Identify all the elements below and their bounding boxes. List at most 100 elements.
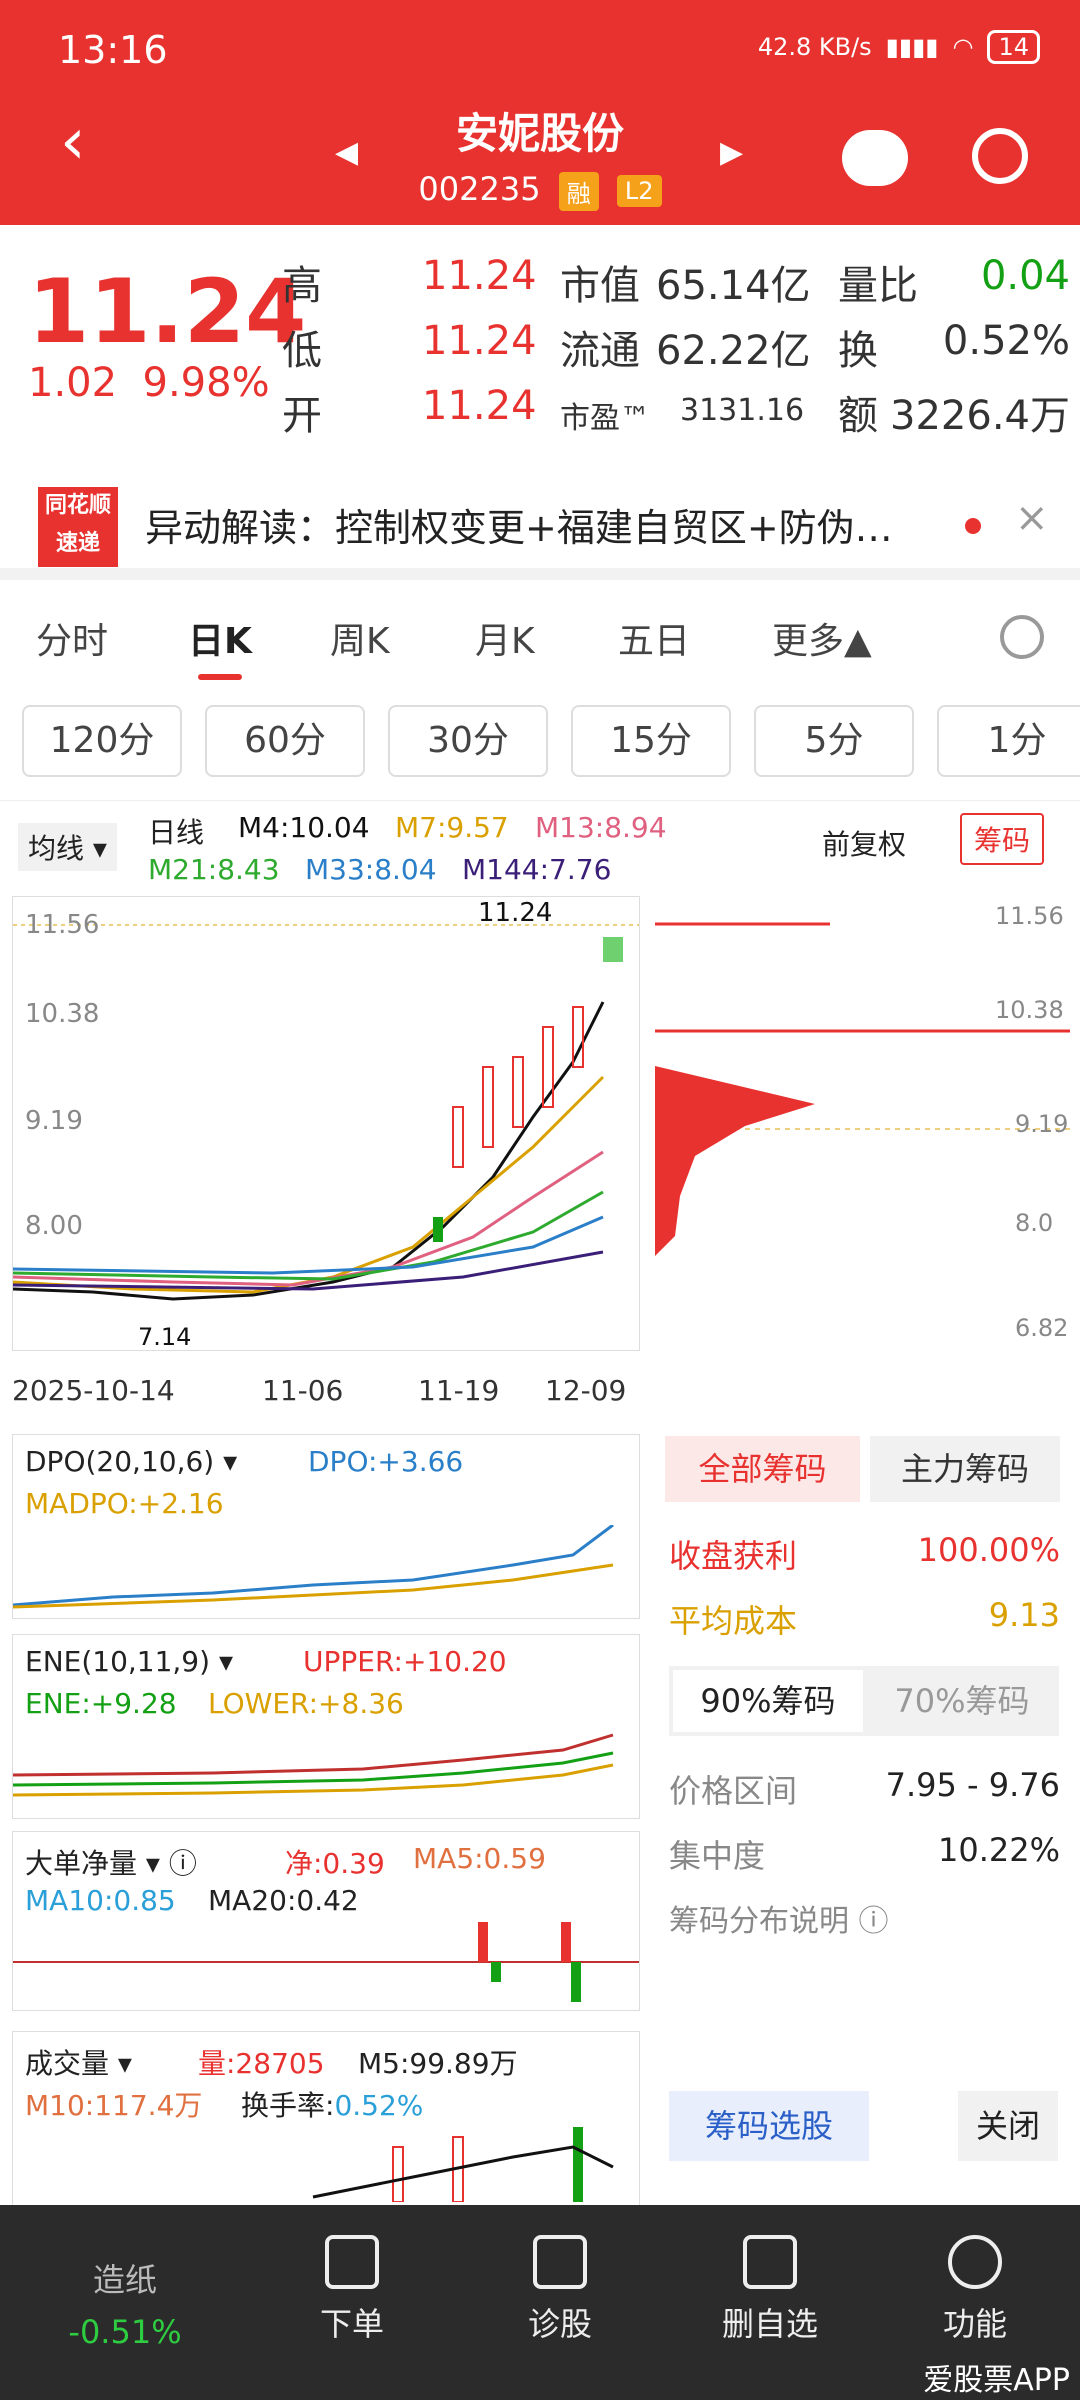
cost-value: 9.13: [988, 1596, 1060, 1634]
turn-label: 换: [838, 328, 878, 374]
ddjl-panel[interactable]: 大单净量 ▾ ⓘ 净:0.39 MA5:0.59 MA10:0.85 MA20:…: [12, 1831, 640, 2011]
dpo-panel[interactable]: DPO(20,10,6) ▾ DPO:+3.66 MADPO:+2.16: [12, 1434, 640, 1619]
float-label: 流通: [560, 328, 640, 374]
back-button[interactable]: ‹: [60, 105, 86, 179]
high-value: 11.24: [422, 253, 537, 299]
chip-button[interactable]: 筹码: [960, 813, 1045, 865]
ene-name[interactable]: ENE(10,11,9) ▾: [25, 1645, 234, 1678]
amt-value: 3226.4万: [890, 393, 1070, 439]
period-15[interactable]: 15分: [571, 705, 731, 777]
chip-70-button[interactable]: 70%筹码: [894, 1682, 1030, 1720]
cost-label: 平均成本: [669, 1602, 798, 1640]
range-label: 价格区间: [669, 1772, 798, 1810]
volume-panel[interactable]: 成交量 ▾ 量:28705 M5:99.89万 M10:117.4万 换手率:0…: [12, 2031, 640, 2206]
m4-label: M4:10.04: [238, 811, 370, 844]
pe-value: 3131.16: [680, 393, 805, 428]
period-120[interactable]: 120分: [22, 705, 182, 777]
m33-label: M33:8.04: [305, 853, 437, 886]
chart-tabs: 分时 日K 周K 月K 五日 更多▲: [0, 590, 1080, 690]
ma-dropdown[interactable]: 均线 ▾: [18, 823, 117, 871]
period-1[interactable]: 1分: [937, 705, 1080, 777]
y-axis-label: 10.38: [25, 999, 99, 1029]
fuquan-button[interactable]: 前复权: [822, 828, 907, 861]
dpo-value: DPO:+3.66: [308, 1445, 464, 1478]
robot-icon[interactable]: [842, 130, 908, 186]
ene-svg: [13, 1733, 614, 1797]
chip-stats: 全部筹码 主力筹码 收盘获利 100.00% 平均成本 9.13 90%筹码 7…: [655, 1426, 1070, 2186]
vr-value: 0.04: [980, 253, 1070, 299]
m144-label: M144:7.76: [462, 853, 612, 886]
period-60[interactable]: 60分: [205, 705, 365, 777]
ene-value: ENE:+9.28: [25, 1687, 177, 1720]
order-button[interactable]: 下单: [282, 2235, 422, 2345]
high-label: 高: [282, 263, 322, 309]
vol-m5: M5:99.89万: [358, 2047, 518, 2080]
chip-help-link[interactable]: 筹码分布说明 ⓘ: [669, 1904, 889, 1939]
chip-tab-main[interactable]: 主力筹码: [870, 1436, 1060, 1502]
battery-icon: 14: [987, 30, 1040, 64]
margin-tag: 融: [558, 171, 599, 211]
chip-90-button[interactable]: 90%筹码: [673, 1670, 863, 1732]
stock-title: 安妮股份: [455, 109, 624, 158]
kline-panel[interactable]: 11.56 10.38 9.19 8.00 11.24 7.14: [12, 896, 640, 1351]
high-marker: 11.24: [478, 898, 552, 928]
hsl-row: 换手率:0.52%: [241, 2089, 424, 2122]
ddjl-ma5: MA5:0.59: [413, 1842, 546, 1875]
m21-label: M21:8.43: [148, 853, 280, 886]
period-30[interactable]: 30分: [388, 705, 548, 777]
ene-upper: UPPER:+10.20: [303, 1645, 507, 1678]
date-label: 11-06: [262, 1374, 344, 1407]
ddjl-net: 净:0.39: [285, 1847, 385, 1880]
date-label: 12-09: [545, 1374, 627, 1407]
mcap-label: 市值: [560, 263, 640, 309]
tab-monthly-k[interactable]: 月K: [475, 621, 535, 662]
y-axis-label: 11.56: [25, 910, 99, 940]
banner-text: 异动解读：控制权变更+福建自贸区+防伪…: [145, 506, 893, 550]
mcap-value: 65.14亿: [656, 263, 811, 309]
tab-weekly-k[interactable]: 周K: [330, 621, 390, 662]
chip-pick-button[interactable]: 筹码选股: [669, 2091, 869, 2161]
vr-label: 量比: [838, 263, 918, 309]
vol-name[interactable]: 成交量 ▾: [25, 2047, 132, 2080]
net-speed: 42.8 KB/s: [757, 33, 872, 61]
close-icon[interactable]: ×: [1015, 495, 1049, 541]
dpo-name[interactable]: DPO(20,10,6) ▾: [25, 1445, 238, 1478]
tab-fenshi[interactable]: 分时: [36, 621, 109, 662]
stock-code-row: 002235 融 L2: [0, 170, 1080, 211]
ene-panel[interactable]: ENE(10,11,9) ▾ UPPER:+10.20 ENE:+9.28 LO…: [12, 1634, 640, 1819]
function-button[interactable]: 功能: [905, 2235, 1045, 2345]
tab-more[interactable]: 更多▲: [772, 621, 872, 662]
dpo-svg: [13, 1525, 614, 1609]
quote-panel: 11.24 1.02 9.98% 高 11.24 低 11.24 开 11.24…: [0, 225, 1080, 450]
vol-svg: [312, 2127, 614, 2202]
tab-daily-k[interactable]: 日K: [188, 612, 252, 680]
order-icon: [325, 2235, 379, 2289]
prev-stock-button[interactable]: ◀: [335, 135, 359, 170]
next-stock-button[interactable]: ▶: [720, 135, 744, 170]
status-right: 42.8 KB/s ▮▮▮▮ ◠ 14: [758, 30, 1040, 64]
low-value: 11.24: [422, 318, 537, 364]
stock-code: 002235: [418, 170, 541, 208]
amt-label: 额: [838, 393, 878, 439]
ddjl-name[interactable]: 大单净量 ▾ ⓘ: [25, 1847, 197, 1880]
low-label: 低: [282, 328, 322, 374]
kline-svg: 11.56 10.38 9.19 8.00 11.24 7.14: [12, 898, 639, 1351]
profit-label: 收盘获利: [669, 1537, 798, 1575]
chip-tab-all[interactable]: 全部筹码: [665, 1436, 860, 1502]
sector-item[interactable]: 造纸 -0.51%: [68, 2261, 182, 2351]
chip-y-label: 10.38: [995, 996, 1064, 1024]
last-price: 11.24: [28, 260, 307, 363]
low-marker: 7.14: [138, 1323, 191, 1350]
watermark: 爱股票APP: [923, 2363, 1070, 2398]
search-icon[interactable]: [972, 128, 1028, 184]
diagnose-button[interactable]: 诊股: [490, 2235, 630, 2345]
period-5[interactable]: 5分: [754, 705, 914, 777]
chip-y-label: 11.56: [995, 902, 1064, 930]
chip-close-button[interactable]: 关闭: [958, 2091, 1058, 2161]
remove-watchlist-button[interactable]: 删自选: [700, 2235, 840, 2345]
m13-label: M13:8.94: [535, 811, 667, 844]
news-banner[interactable]: 同花顺 速递 异动解读：控制权变更+福建自贸区+防伪… ×: [0, 465, 1080, 580]
chip-svg: 11.56 10.38 9.19 8.0 6.82: [655, 902, 1070, 1342]
tab-five-day[interactable]: 五日: [618, 621, 691, 662]
settings-icon[interactable]: [1000, 615, 1044, 659]
